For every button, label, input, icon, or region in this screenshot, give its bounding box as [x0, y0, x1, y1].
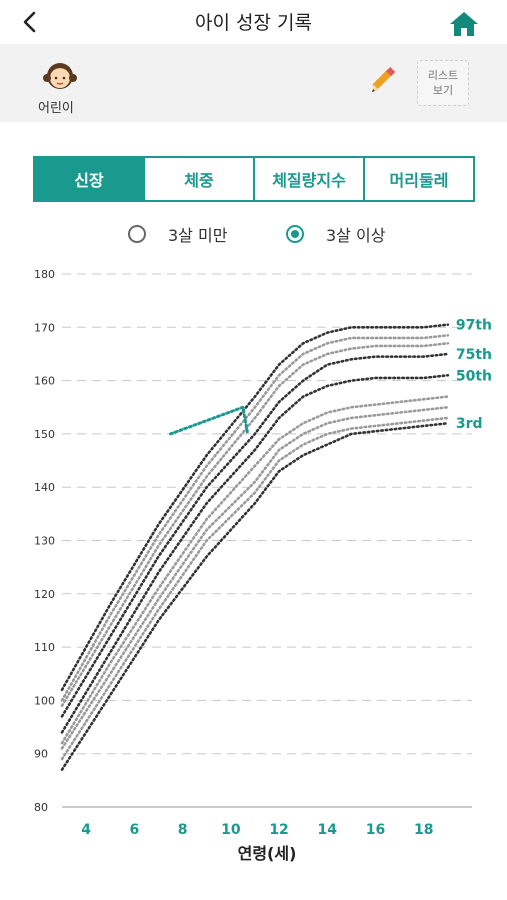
percentile-label: 3rd: [456, 416, 483, 432]
radio-under-3[interactable]: 3살 미만: [128, 222, 227, 246]
x-tick-label: 18: [414, 822, 433, 838]
percentile-curve: [60, 395, 450, 745]
y-tick-label: 90: [34, 748, 48, 761]
list-view-label-line2: 보기: [432, 84, 454, 97]
percentile-curve: [60, 333, 450, 702]
x-tick-label: 6: [129, 822, 139, 838]
y-tick-label: 170: [34, 321, 55, 334]
percentile-curve: [60, 323, 450, 692]
x-tick-label: 8: [178, 822, 188, 838]
percentile-curve: [60, 341, 450, 708]
percentile-curve: [60, 352, 450, 718]
percentile-label: 97th: [456, 318, 492, 334]
home-icon[interactable]: [448, 10, 480, 38]
child-height-line: [169, 405, 250, 436]
tab-height[interactable]: 신장: [35, 158, 145, 200]
age-filter: 3살 미만 3살 이상: [0, 222, 507, 250]
percentile-label: 75th: [456, 347, 492, 363]
y-tick-label: 120: [34, 588, 55, 601]
y-tick-label: 140: [34, 481, 55, 494]
x-tick-label: 14: [318, 822, 338, 838]
tab-bmi[interactable]: 체질량지수: [255, 158, 365, 200]
list-view-button[interactable]: 리스트 보기: [417, 60, 469, 106]
page-title: 아이 성장 기록: [195, 12, 312, 34]
radio-under-3-label: 3살 미만: [168, 226, 228, 245]
radio-selected-icon: [286, 225, 304, 243]
y-tick-label: 130: [34, 535, 55, 548]
percentile-curve: [60, 405, 450, 750]
measurement-tabs: 신장 체중 체질량지수 머리둘레: [33, 156, 475, 202]
back-arrow-icon[interactable]: [16, 8, 44, 36]
x-tick-label: 12: [269, 822, 288, 838]
x-tick-label: 10: [221, 822, 241, 838]
tab-weight[interactable]: 체중: [145, 158, 255, 200]
radio-3-and-over-label: 3살 이상: [326, 226, 386, 245]
percentile-curve: [60, 373, 450, 734]
pencil-icon[interactable]: [368, 66, 398, 96]
y-tick-label: 80: [34, 801, 48, 814]
x-axis-title: 연령(세): [238, 844, 297, 862]
y-tick-label: 110: [34, 641, 55, 654]
child-avatar-icon: [43, 63, 77, 89]
y-tick-label: 100: [34, 694, 55, 707]
y-tick-label: 180: [34, 268, 55, 281]
radio-3-and-over[interactable]: 3살 이상: [286, 222, 385, 246]
x-tick-label: 4: [81, 822, 91, 838]
y-tick-label: 160: [34, 375, 55, 388]
percentile-curve: [60, 416, 450, 761]
growth-chart: 80 90 100 110 120 130 140 150 160 170 180 4 6 8 10 12 14…: [34, 268, 492, 862]
percentile-label: 50th: [456, 368, 492, 384]
list-view-label-line1: 리스트: [427, 69, 459, 82]
y-tick-label: 150: [34, 428, 55, 441]
percentile-curve: [60, 421, 450, 771]
radio-circle-icon: [128, 225, 146, 243]
x-tick-label: 16: [366, 822, 385, 838]
child-name: 어린이: [38, 101, 74, 116]
app-header: 아이 성장 기록: [0, 0, 507, 44]
tab-head-circumference[interactable]: 머리둘레: [365, 158, 473, 200]
profile-bar: 어린이 리스트 보기: [0, 44, 507, 122]
